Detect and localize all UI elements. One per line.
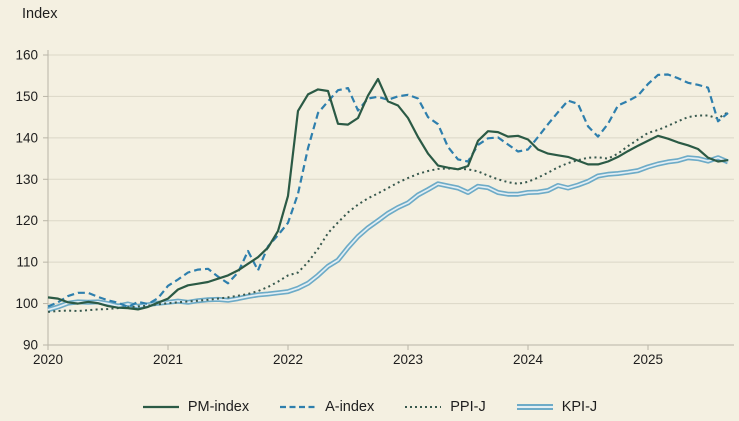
legend-swatch-A-index (280, 405, 317, 409)
x-tick-label: 2025 (633, 352, 663, 367)
legend-label: KPI-J (561, 399, 598, 415)
legend-label: A-index (325, 399, 375, 415)
y-tick-label: 90 (23, 338, 38, 353)
legend-item-PPI-J: PPI-J (404, 399, 486, 415)
x-tick-label: 2020 (33, 352, 63, 367)
y-axis-title: Index (22, 6, 58, 22)
y-tick-label: 120 (15, 213, 38, 228)
y-tick-label: 130 (15, 172, 38, 187)
x-tick-label: 2024 (513, 352, 544, 367)
y-tick-label: 100 (15, 296, 38, 311)
series-line-PM-index (47, 77, 729, 311)
y-tick-label: 110 (16, 255, 38, 270)
x-tick-label: 2021 (153, 352, 183, 367)
y-tick-label: 160 (15, 48, 38, 63)
series-line-A-index (47, 73, 729, 308)
legend-swatch-KPI-J (516, 404, 553, 410)
y-tick-label: 150 (15, 89, 38, 104)
legend-item-PM-index: PM-index (142, 399, 249, 415)
x-tick-label: 2023 (393, 352, 423, 367)
legend-item-KPI-J: KPI-J (516, 399, 597, 415)
y-tick-label: 140 (15, 130, 38, 145)
legend-item-A-index: A-index (279, 399, 374, 415)
chart-legend: PM-index A-index PPI-J KPI-J (0, 399, 739, 415)
legend-swatch-PPI-J (405, 406, 442, 408)
series-line-inner-KPI-J (47, 156, 729, 311)
legend-swatch-PM-index (142, 405, 179, 409)
series-line-KPI-J (47, 155, 729, 313)
legend-label: PPI-J (450, 399, 486, 415)
x-tick-label: 2022 (273, 352, 303, 367)
legend-label: PM-index (187, 399, 250, 415)
